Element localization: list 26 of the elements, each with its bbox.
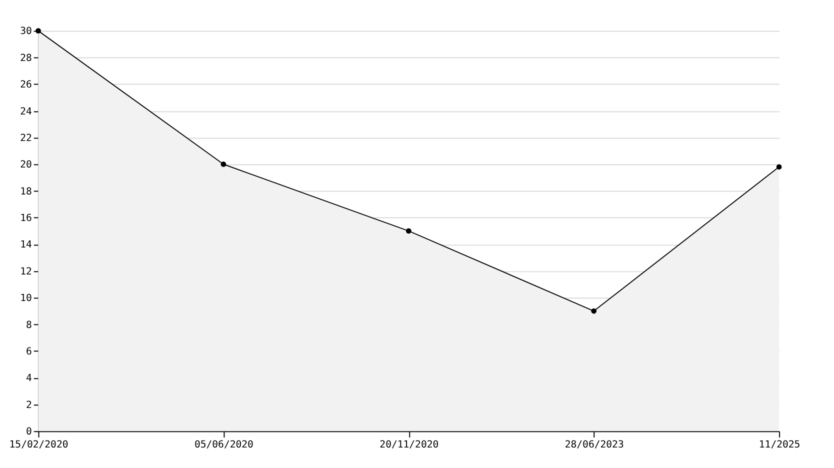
y-tick-label: 14 <box>20 240 32 251</box>
y-tick-label: 30 <box>20 26 32 38</box>
y-tick-label: 20 <box>20 160 32 171</box>
y-tick-label: 26 <box>20 80 32 91</box>
point <box>36 28 41 34</box>
y-tick-label: 28 <box>20 52 32 64</box>
x-tick-label: 15/02/2020 <box>9 439 68 450</box>
point <box>776 164 782 170</box>
y-tick-label: 22 <box>20 132 32 144</box>
x-tick-label: 20/11/2020 <box>380 439 439 450</box>
point <box>591 308 597 314</box>
y-tick-label: 8 <box>26 320 32 331</box>
point <box>406 228 412 234</box>
x-tick-label: 28/06/2023 <box>564 439 624 450</box>
x-tick-label: 11/2025 <box>758 439 800 450</box>
y-tick-label: 6 <box>26 346 32 358</box>
y-tick-label: 4 <box>26 373 32 384</box>
y-tick-label: 16 <box>20 213 32 224</box>
point <box>220 162 226 167</box>
y-tick-label: 0 <box>26 426 32 438</box>
y-tick-label: 10 <box>20 293 32 304</box>
y-tick-label: 2 <box>26 400 32 411</box>
y-tick-label: 18 <box>20 186 32 198</box>
y-tick-label: 24 <box>20 106 32 118</box>
y-tick-label: 12 <box>20 266 32 278</box>
x-tick-label: 05/06/2020 <box>194 439 254 450</box>
